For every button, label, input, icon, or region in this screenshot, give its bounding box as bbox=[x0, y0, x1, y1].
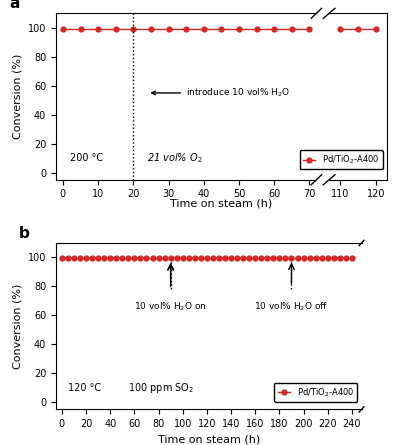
Text: 10 vol% H$_2$O off: 10 vol% H$_2$O off bbox=[255, 301, 328, 313]
Text: 10 vol% H$_2$O on: 10 vol% H$_2$O on bbox=[134, 301, 207, 313]
Legend: Pd/TiO$_2$-A400: Pd/TiO$_2$-A400 bbox=[274, 383, 358, 402]
Text: a: a bbox=[9, 0, 19, 12]
Legend: Pd/TiO$_2$-A400: Pd/TiO$_2$-A400 bbox=[300, 150, 383, 170]
Text: 200 °C: 200 °C bbox=[70, 153, 103, 163]
Text: 120 °C: 120 °C bbox=[68, 383, 101, 392]
X-axis label: Time on steam (h): Time on steam (h) bbox=[158, 435, 260, 445]
Text: Time on steam (h): Time on steam (h) bbox=[170, 199, 273, 209]
Text: b: b bbox=[19, 226, 30, 241]
Text: introduce 10 vol% H$_2$O: introduce 10 vol% H$_2$O bbox=[152, 87, 290, 99]
Text: 21 vol% O$_2$: 21 vol% O$_2$ bbox=[147, 151, 203, 165]
Y-axis label: Conversion (%): Conversion (%) bbox=[12, 54, 22, 139]
Text: 100 ppm SO$_2$: 100 ppm SO$_2$ bbox=[128, 380, 195, 395]
Y-axis label: Conversion (%): Conversion (%) bbox=[12, 283, 22, 369]
